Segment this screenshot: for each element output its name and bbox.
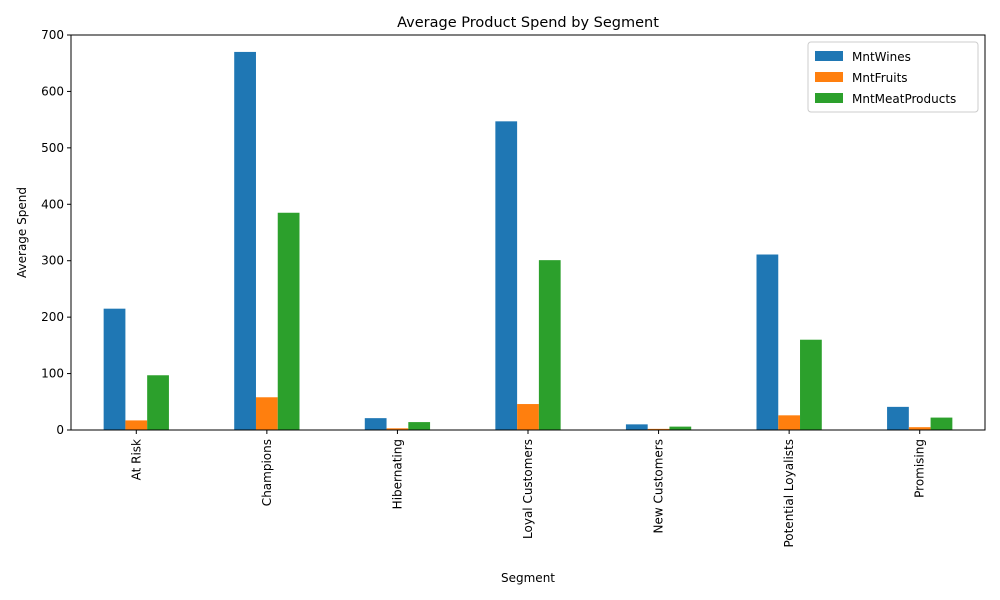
bar-MntMeatProducts-0 bbox=[147, 375, 169, 430]
bar-MntMeatProducts-5 bbox=[800, 339, 822, 430]
legend-swatch-MntMeatProducts bbox=[815, 93, 843, 103]
y-tick-label: 600 bbox=[41, 84, 64, 98]
x-tick-label: New Customers bbox=[652, 439, 666, 534]
y-tick-label: 400 bbox=[41, 197, 64, 211]
y-tick-label: 300 bbox=[41, 254, 64, 268]
x-tick-label: Loyal Customers bbox=[521, 439, 535, 539]
bar-MntMeatProducts-6 bbox=[930, 417, 953, 430]
y-axis-label: Average Spend bbox=[15, 187, 29, 278]
bar-MntFruits-5 bbox=[778, 415, 801, 430]
legend-swatch-MntFruits bbox=[815, 72, 843, 82]
chart-title: Average Product Spend by Segment bbox=[397, 15, 659, 31]
bar-MntMeatProducts-1 bbox=[277, 212, 300, 430]
x-axis-label: Segment bbox=[501, 571, 555, 585]
bar-MntWines-2 bbox=[364, 418, 387, 430]
bar-MntFruits-1 bbox=[255, 397, 278, 430]
x-tick-label: Promising bbox=[913, 439, 927, 498]
bar-MntMeatProducts-4 bbox=[669, 426, 692, 430]
x-axis-ticks: At Risk Champions Hibernating Loyal Custome… bbox=[129, 430, 927, 548]
y-tick-label: 0 bbox=[56, 423, 64, 437]
bar-MntWines-0 bbox=[103, 308, 126, 430]
x-tick-label: Potential Loyalists bbox=[782, 439, 796, 548]
bar-MntWines-5 bbox=[756, 254, 779, 430]
x-tick-label: Champions bbox=[260, 439, 274, 506]
bar-MntWines-6 bbox=[887, 406, 909, 430]
y-tick-label: 100 bbox=[41, 367, 64, 381]
bar-MntFruits-3 bbox=[517, 404, 539, 430]
x-tick-label: At Risk bbox=[129, 439, 143, 480]
bar-MntFruits-4 bbox=[647, 428, 670, 430]
bar-MntWines-4 bbox=[625, 424, 648, 430]
legend-entry-MntFruits: MntFruits bbox=[852, 71, 908, 85]
y-tick-label: 200 bbox=[41, 310, 64, 324]
y-tick-label: 700 bbox=[41, 28, 64, 42]
bars-group bbox=[103, 51, 953, 431]
bar-MntFruits-0 bbox=[125, 420, 148, 430]
bar-MntWines-3 bbox=[495, 121, 518, 430]
legend-entry-MntWines: MntWines bbox=[852, 50, 911, 64]
bar-MntFruits-2 bbox=[386, 428, 409, 430]
y-tick-label: 500 bbox=[41, 141, 64, 155]
legend-swatch-MntWines bbox=[815, 51, 843, 61]
bar-MntMeatProducts-3 bbox=[538, 260, 561, 430]
y-axis-ticks: 0 100 200 300 400 500 600 700 bbox=[41, 28, 71, 437]
plot-frame bbox=[70, 34, 986, 431]
bar-MntMeatProducts-2 bbox=[408, 422, 431, 430]
legend: MntWines MntFruits MntMeatProducts bbox=[807, 41, 979, 113]
bar-MntFruits-6 bbox=[908, 427, 931, 430]
bar-MntWines-1 bbox=[234, 51, 256, 431]
x-tick-label: Hibernating bbox=[390, 439, 404, 509]
legend-entry-MntMeatProducts: MntMeatProducts bbox=[852, 92, 956, 106]
legend-box bbox=[807, 41, 979, 113]
